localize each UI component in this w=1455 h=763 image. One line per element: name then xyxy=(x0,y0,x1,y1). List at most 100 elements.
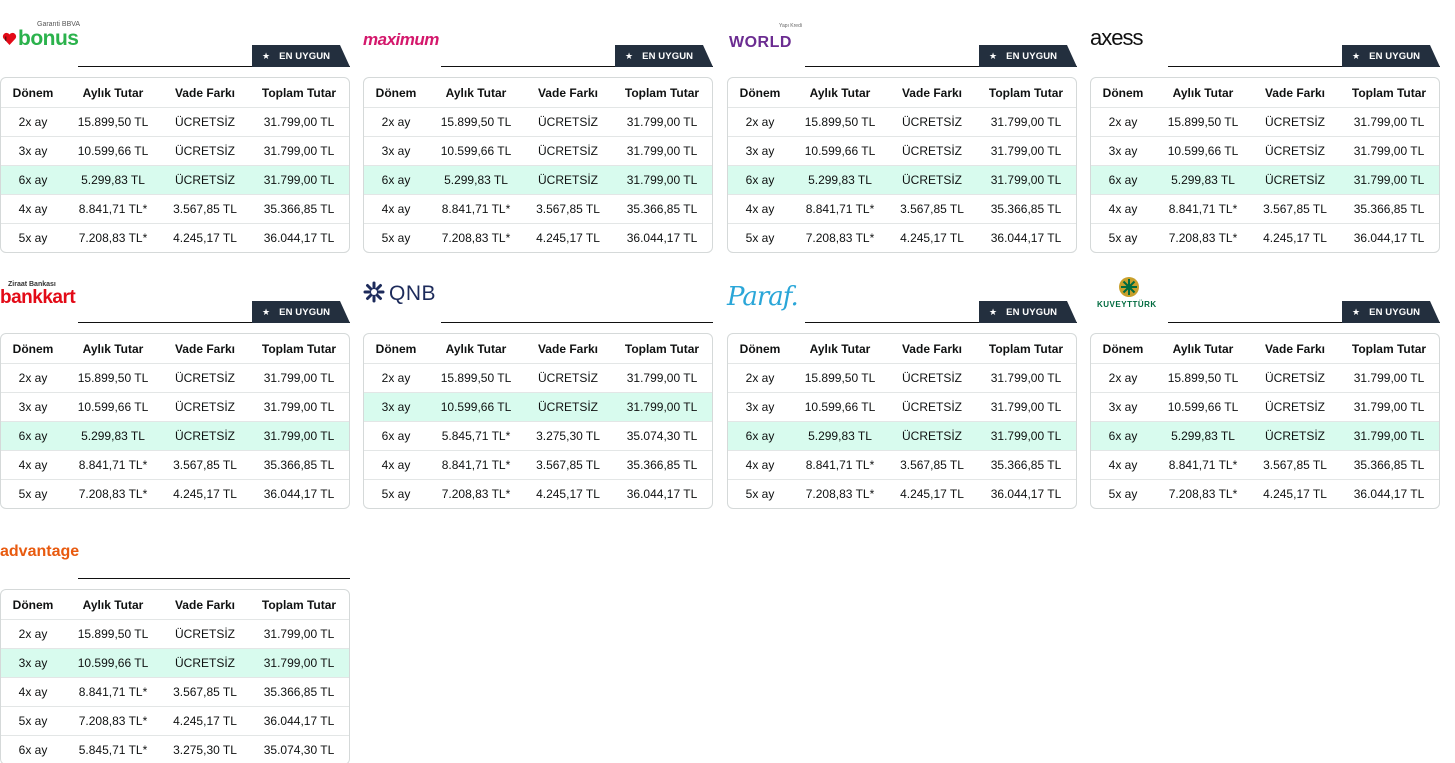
monthly-amount-cell: 5.299,83 TL xyxy=(81,173,145,187)
interest-cell: ÜCRETSİZ xyxy=(175,371,235,385)
table-row: 2x ay 15.899,50 TL ÜCRETSİZ 31.799,00 TL xyxy=(1091,107,1439,136)
table-row: 3x ay 10.599,66 TL ÜCRETSİZ 31.799,00 TL xyxy=(1091,136,1439,165)
table-row: 5x ay 7.208,83 TL* 4.245,17 TL 36.044,17 TL xyxy=(728,479,1076,508)
term-cell: 4x ay xyxy=(1108,458,1138,472)
column-header: Toplam Tutar xyxy=(261,597,337,612)
monthly-amount-cell: 8.841,71 TL* xyxy=(805,458,875,472)
column-header: Toplam Tutar xyxy=(261,85,337,100)
interest-cell: 3.567,85 TL xyxy=(536,202,600,216)
bank-logo: maximum xyxy=(363,20,439,56)
table-row: 2x ay 15.899,50 TL ÜCRETSİZ 31.799,00 TL xyxy=(728,107,1076,136)
interest-cell: 4.245,17 TL xyxy=(900,487,964,501)
table-row: 2x ay 15.899,50 TL ÜCRETSİZ 31.799,00 TL xyxy=(1091,363,1439,392)
term-cell: 2x ay xyxy=(18,627,48,641)
best-price-badge: ★ EN UYGUN xyxy=(1342,301,1440,323)
term-cell: 4x ay xyxy=(18,685,48,699)
term-cell: 3x ay xyxy=(1108,144,1138,158)
monthly-amount-cell: 8.841,71 TL* xyxy=(78,202,148,216)
total-amount-cell: 35.366,85 TL xyxy=(990,202,1062,216)
column-header: Vade Farkı xyxy=(537,341,599,356)
term-cell: 2x ay xyxy=(18,115,48,129)
total-amount-cell: 36.044,17 TL xyxy=(990,487,1062,501)
table-header-row: Dönem Aylık Tutar Vade Farkı Toplam Tutar xyxy=(1,334,349,363)
total-amount-cell: 31.799,00 TL xyxy=(626,173,698,187)
total-amount-cell: 36.044,17 TL xyxy=(263,231,335,245)
table-row-highlighted: 6x ay 5.299,83 TL ÜCRETSİZ 31.799,00 TL xyxy=(1,165,349,194)
interest-cell: ÜCRETSİZ xyxy=(538,115,598,129)
badge-label: EN UYGUN xyxy=(1006,306,1058,318)
column-header: Dönem xyxy=(12,597,54,612)
world-logo: Yapı Kredi WORLD xyxy=(727,21,807,55)
column-header: Aylık Tutar xyxy=(82,597,144,612)
table-row: 5x ay 7.208,83 TL* 4.245,17 TL 36.044,17 TL xyxy=(1091,479,1439,508)
column-header: Aylık Tutar xyxy=(82,341,144,356)
term-cell: 6x ay xyxy=(18,173,48,187)
term-cell: 2x ay xyxy=(1108,371,1138,385)
badge-label: EN UYGUN xyxy=(279,50,331,62)
interest-cell: 4.245,17 TL xyxy=(173,714,237,728)
monthly-amount-cell: 7.208,83 TL* xyxy=(805,231,875,245)
total-amount-cell: 31.799,00 TL xyxy=(263,429,335,443)
column-header: Vade Farkı xyxy=(901,341,963,356)
table-row: 5x ay 7.208,83 TL* 4.245,17 TL 36.044,17 TL xyxy=(364,223,712,252)
installment-card-advantage: advantage Dönem Aylık Tutar Vade Farkı Topla… xyxy=(0,522,350,763)
interest-cell: 3.567,85 TL xyxy=(1263,202,1327,216)
column-header: Dönem xyxy=(1102,85,1144,100)
monthly-amount-cell: 10.599,66 TL xyxy=(440,144,512,158)
table-row-highlighted: 6x ay 5.299,83 TL ÜCRETSİZ 31.799,00 TL xyxy=(364,165,712,194)
best-price-badge: ★ EN UYGUN xyxy=(979,301,1077,323)
star-icon: ★ xyxy=(262,50,271,61)
logo-subtext: Yapı Kredi xyxy=(779,23,802,29)
total-amount-cell: 31.799,00 TL xyxy=(263,656,335,670)
header-divider xyxy=(805,322,1077,323)
term-cell: 3x ay xyxy=(745,400,775,414)
column-header: Vade Farkı xyxy=(174,85,236,100)
table-row: 3x ay 10.599,66 TL ÜCRETSİZ 31.799,00 TL xyxy=(1,392,349,421)
interest-cell: ÜCRETSİZ xyxy=(538,173,598,187)
header-divider xyxy=(78,66,350,67)
column-header: Vade Farkı xyxy=(901,85,963,100)
table-row: 2x ay 15.899,50 TL ÜCRETSİZ 31.799,00 TL xyxy=(364,363,712,392)
term-cell: 5x ay xyxy=(381,231,411,245)
maximum-logo: maximum xyxy=(363,30,439,49)
interest-cell: 3.275,30 TL xyxy=(536,429,600,443)
bank-logo: Ziraat Bankası bankkart xyxy=(0,276,84,312)
monthly-amount-cell: 7.208,83 TL* xyxy=(1168,231,1238,245)
monthly-amount-cell: 15.899,50 TL xyxy=(1167,371,1239,385)
interest-cell: ÜCRETSİZ xyxy=(1265,429,1325,443)
monthly-amount-cell: 5.299,83 TL xyxy=(444,173,508,187)
total-amount-cell: 35.366,85 TL xyxy=(1353,458,1425,472)
term-cell: 6x ay xyxy=(1108,173,1138,187)
interest-cell: ÜCRETSİZ xyxy=(538,371,598,385)
svg-text:I: I xyxy=(5,37,7,43)
best-price-badge: ★ EN UYGUN xyxy=(1342,45,1440,67)
total-amount-cell: 35.366,85 TL xyxy=(263,202,335,216)
column-header: Toplam Tutar xyxy=(261,341,337,356)
monthly-amount-cell: 7.208,83 TL* xyxy=(805,487,875,501)
best-price-badge: ★ EN UYGUN xyxy=(979,45,1077,67)
monthly-amount-cell: 8.841,71 TL* xyxy=(1168,458,1238,472)
axess-logo: axess xyxy=(1090,25,1143,50)
table-header-row: Dönem Aylık Tutar Vade Farkı Toplam Tutar xyxy=(364,78,712,107)
installment-table: Dönem Aylık Tutar Vade Farkı Toplam Tutar 2x… xyxy=(0,333,350,509)
total-amount-cell: 31.799,00 TL xyxy=(263,115,335,129)
card-header: advantage xyxy=(0,522,350,588)
bank-logo: Paraf. xyxy=(727,276,799,312)
header-divider xyxy=(78,578,350,579)
total-amount-cell: 31.799,00 TL xyxy=(263,400,335,414)
monthly-amount-cell: 5.299,83 TL xyxy=(808,173,872,187)
interest-cell: ÜCRETSİZ xyxy=(175,115,235,129)
interest-cell: ÜCRETSİZ xyxy=(1265,173,1325,187)
monthly-amount-cell: 15.899,50 TL xyxy=(77,627,149,641)
interest-cell: ÜCRETSİZ xyxy=(538,400,598,414)
total-amount-cell: 31.799,00 TL xyxy=(626,115,698,129)
term-cell: 5x ay xyxy=(745,231,775,245)
term-cell: 5x ay xyxy=(18,714,48,728)
table-row: 4x ay 8.841,71 TL* 3.567,85 TL 35.366,85 TL xyxy=(364,194,712,223)
installment-table: Dönem Aylık Tutar Vade Farkı Toplam Tutar 2x… xyxy=(0,589,350,763)
term-cell: 4x ay xyxy=(745,202,775,216)
monthly-amount-cell: 10.599,66 TL xyxy=(804,400,876,414)
total-amount-cell: 31.799,00 TL xyxy=(990,144,1062,158)
total-amount-cell: 31.799,00 TL xyxy=(990,173,1062,187)
interest-cell: ÜCRETSİZ xyxy=(175,173,235,187)
